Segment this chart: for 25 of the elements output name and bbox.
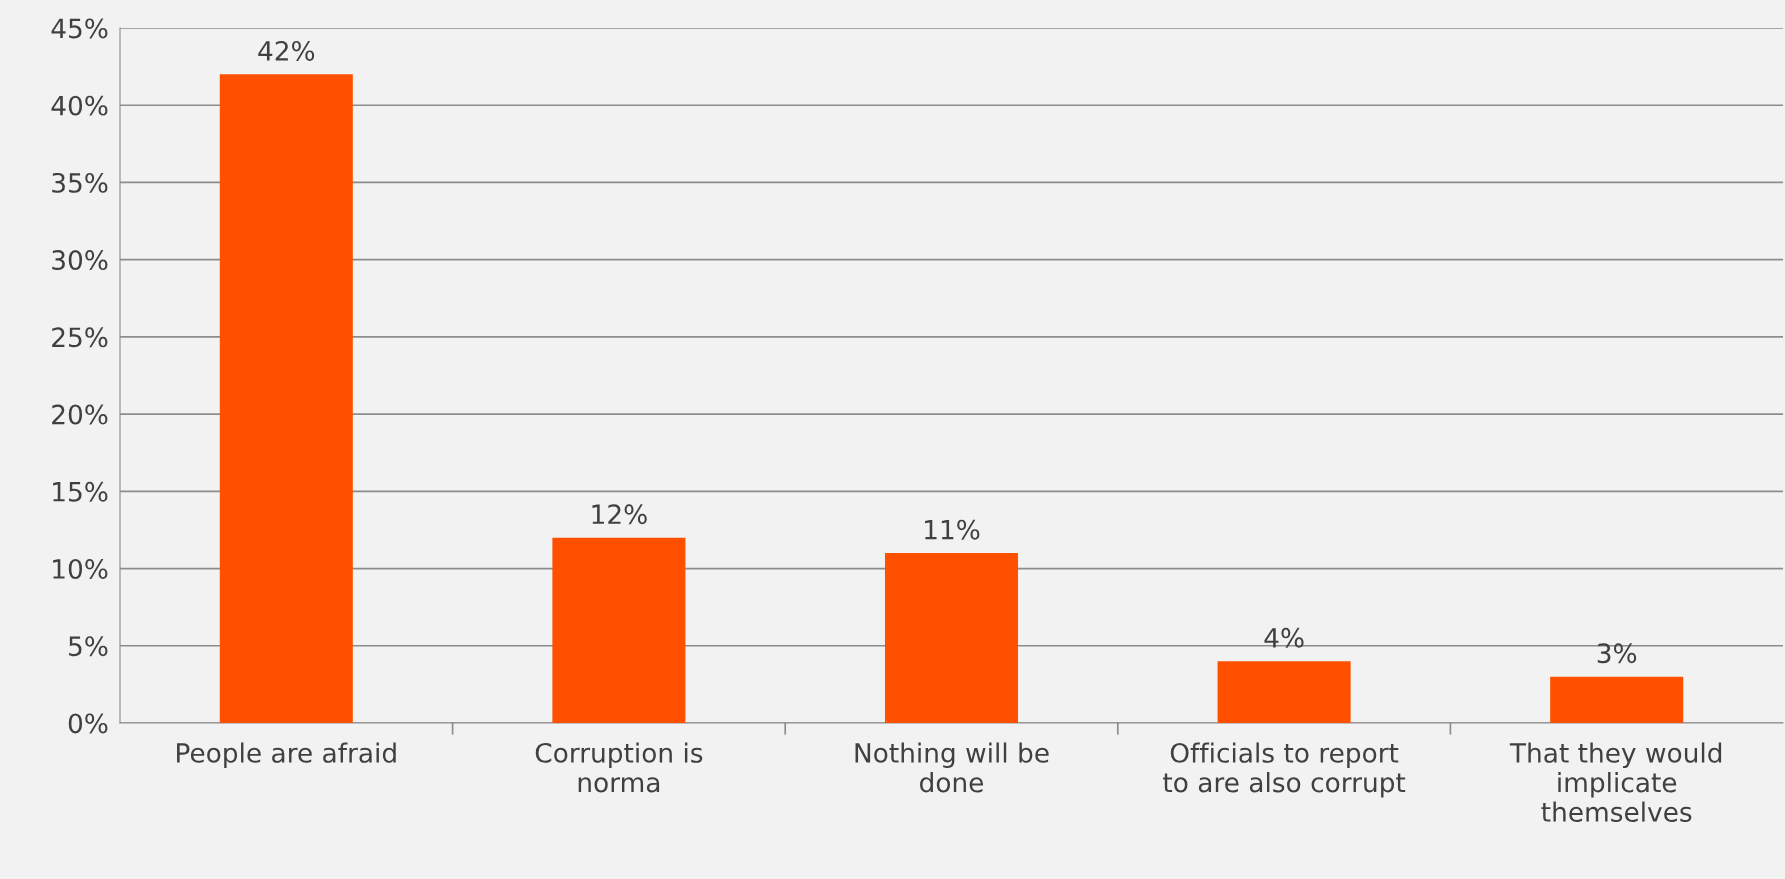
data-label: 4% bbox=[1264, 627, 1304, 648]
y-tick-label: 40% bbox=[51, 95, 108, 116]
y-tick-label: 45% bbox=[51, 18, 108, 39]
bar bbox=[884, 553, 1019, 723]
y-tick-label: 5% bbox=[69, 636, 108, 657]
x-tick-label: Corruption is norma bbox=[535, 742, 703, 793]
x-tick-label: Officials to report to are also corrupt bbox=[1163, 742, 1406, 798]
y-tick-label: 0% bbox=[68, 713, 108, 734]
y-tick-label: 20% bbox=[52, 404, 108, 425]
bar bbox=[552, 537, 686, 723]
bar bbox=[1550, 676, 1684, 723]
y-tick-label: 25% bbox=[52, 327, 108, 348]
x-tick-label: People are afraid bbox=[177, 742, 396, 768]
data-label: 12% bbox=[592, 504, 647, 525]
bar bbox=[1217, 661, 1351, 723]
y-tick-label: 15% bbox=[53, 481, 108, 502]
x-tick-label: Nothing will be done bbox=[855, 742, 1049, 793]
y-tick-label: 35% bbox=[52, 172, 108, 193]
y-tick-label: 30% bbox=[52, 250, 108, 271]
data-label: 3% bbox=[1597, 643, 1637, 664]
bar bbox=[219, 74, 353, 723]
data-label: 11% bbox=[925, 519, 980, 540]
y-tick-label: 10% bbox=[53, 559, 108, 579]
x-tick-label: That they would implicate themselves bbox=[1509, 742, 1722, 822]
data-label: 42% bbox=[258, 40, 315, 61]
